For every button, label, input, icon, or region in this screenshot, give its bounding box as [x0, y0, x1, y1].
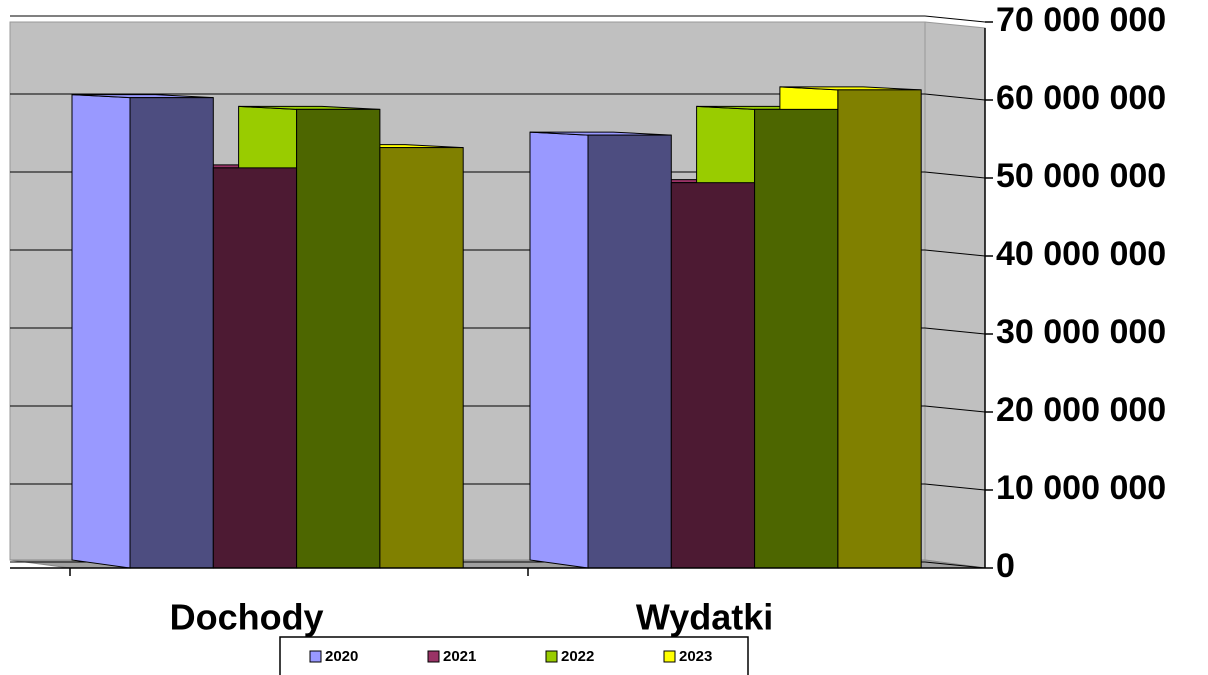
- y-tick-label: 40 000 000: [996, 235, 1166, 273]
- bar: [837, 89, 922, 569]
- bar: [129, 97, 214, 569]
- bar: [587, 134, 672, 569]
- bar: [670, 182, 756, 569]
- legend-swatch: [309, 650, 322, 663]
- y-tick-label: 70 000 000: [996, 1, 1166, 39]
- grid-line: [924, 15, 986, 23]
- bar-side: [71, 94, 131, 569]
- y-tick-label: 30 000 000: [996, 313, 1166, 351]
- y-tick-label: 50 000 000: [996, 157, 1166, 195]
- axes: 0 10 000 000 20 000 000 30 000 000 40 000 00…: [10, 1, 1166, 638]
- grid-line: [924, 171, 986, 179]
- grid-line: [924, 327, 986, 335]
- legend-swatch: [545, 650, 558, 663]
- legend-swatch: [427, 650, 440, 663]
- x-tick-label: Wydatki: [636, 597, 773, 638]
- y-tick-label: 20 000 000: [996, 391, 1166, 429]
- y-tick-label: 0: [996, 547, 1015, 585]
- bars: [71, 86, 922, 569]
- side-wall: [924, 21, 986, 569]
- grid-line: [924, 561, 986, 569]
- grid-line: [924, 405, 986, 413]
- grid-line: [924, 93, 986, 101]
- bar: [296, 108, 381, 569]
- legend-label: 2020: [325, 648, 358, 665]
- legend-label: 2023: [679, 648, 712, 665]
- grid-line: [924, 249, 986, 257]
- grid-line: [924, 483, 986, 491]
- legend: 2020 2021 2022 2023: [309, 648, 712, 665]
- bar: [379, 147, 464, 569]
- legend-swatch: [663, 650, 676, 663]
- y-tick-label: 10 000 000: [996, 469, 1166, 507]
- legend-label: 2021: [443, 648, 476, 665]
- legend-label: 2022: [561, 648, 594, 665]
- bar: [212, 167, 298, 569]
- bar-side: [529, 131, 589, 569]
- bar: [754, 108, 839, 569]
- x-tick-label: Dochody: [170, 597, 324, 638]
- y-tick-label: 60 000 000: [996, 79, 1166, 117]
